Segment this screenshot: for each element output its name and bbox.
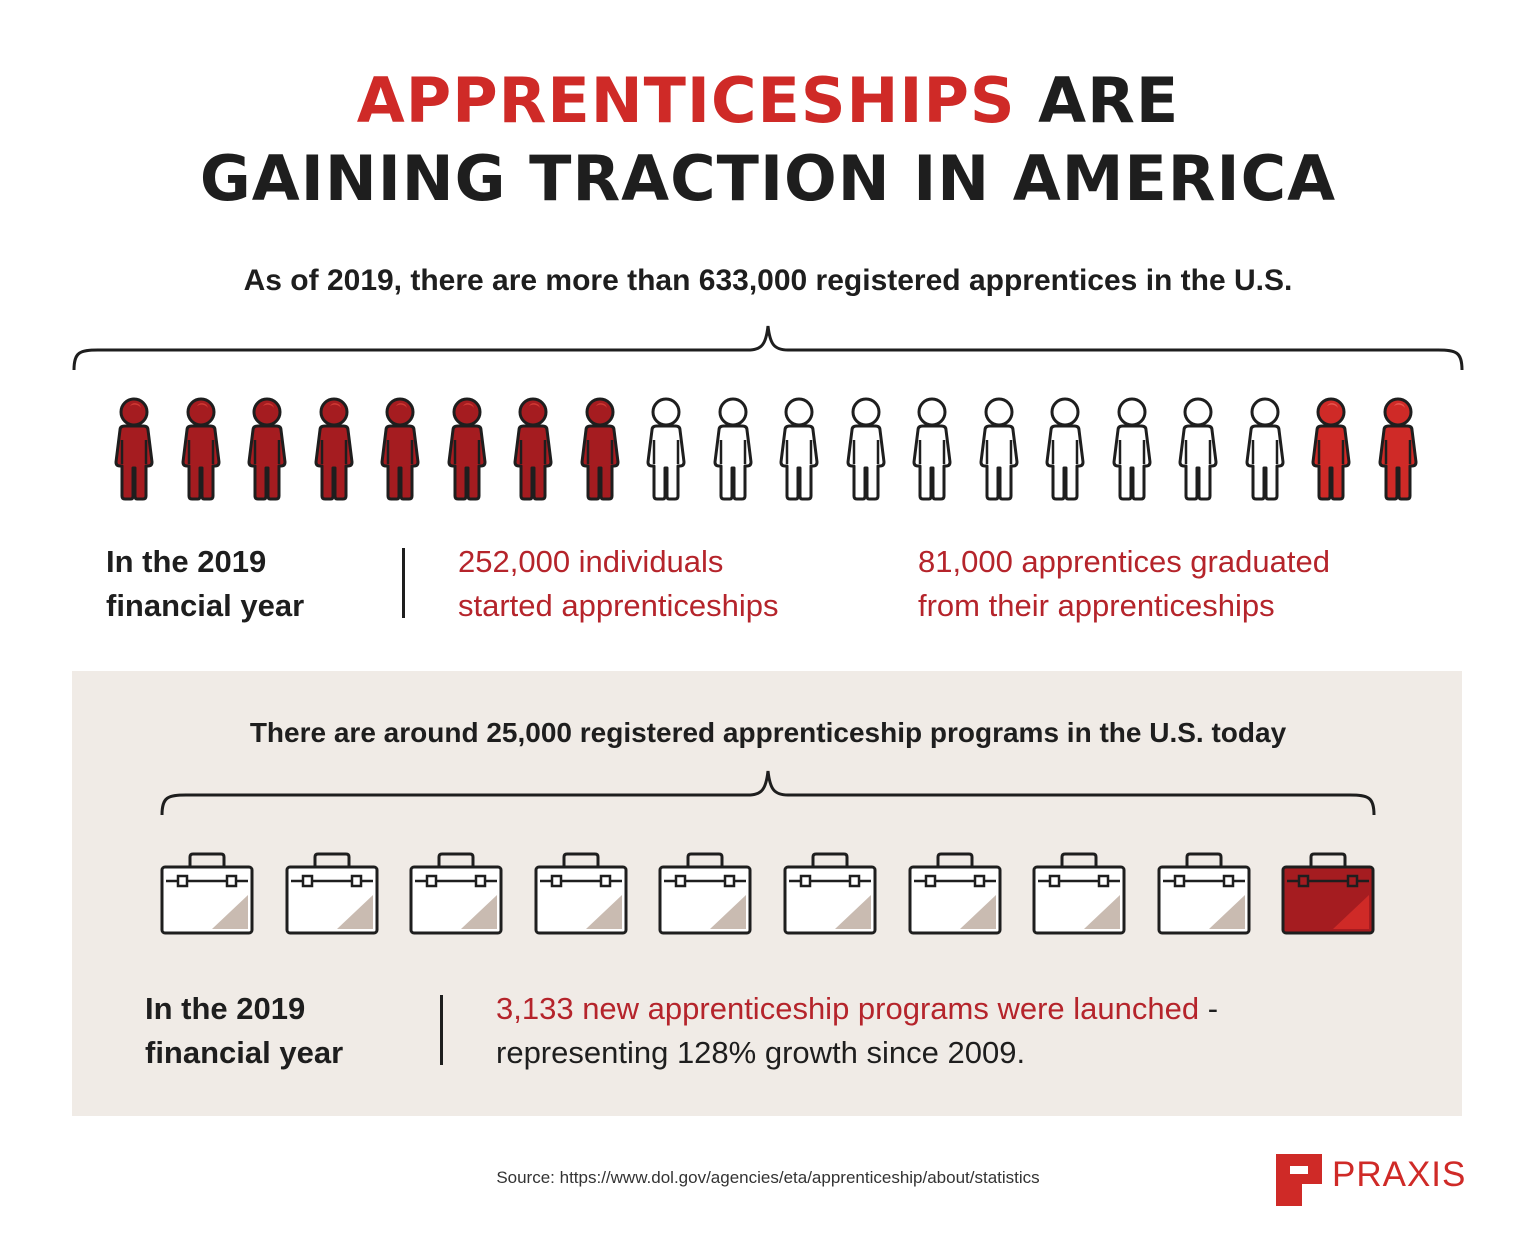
briefcase-icon xyxy=(285,851,379,937)
started-line-2: started apprenticeships xyxy=(458,588,779,623)
period-label-line-1: In the 2019 xyxy=(106,544,267,579)
title-highlight: APPRENTICESHIPS xyxy=(356,64,1016,137)
brand-name: PRAXIS xyxy=(1332,1155,1467,1194)
started-line-1: 252,000 individuals xyxy=(458,544,724,579)
period-label-line-2: financial year xyxy=(106,588,305,623)
briefcase-icon xyxy=(908,851,1002,937)
graduated-line-1: 81,000 apprentices graduated xyxy=(918,544,1330,579)
person-icon xyxy=(640,396,692,502)
person-icon xyxy=(308,396,360,502)
briefcase-icon xyxy=(409,851,503,937)
person-icon xyxy=(574,396,626,502)
praxis-logo-icon xyxy=(1276,1154,1322,1206)
person-icon xyxy=(773,396,825,502)
person-icon xyxy=(707,396,759,502)
person-icon xyxy=(1239,396,1291,502)
person-icon xyxy=(1039,396,1091,502)
briefcase-icon xyxy=(1032,851,1126,937)
person-icon xyxy=(175,396,227,502)
programs-headline: There are around 25,000 registered appre… xyxy=(249,717,1287,748)
briefcase-icon xyxy=(1157,851,1251,937)
briefcase-icon xyxy=(534,851,628,937)
apprentices-icon-row xyxy=(108,396,1428,506)
programs-panel: There are around 25,000 registered appre… xyxy=(72,671,1462,1116)
divider xyxy=(440,995,443,1065)
divider xyxy=(402,548,405,618)
person-icon xyxy=(441,396,493,502)
person-icon xyxy=(973,396,1025,502)
growth-text: representing 128% growth since 2009. xyxy=(496,1035,1026,1070)
page-title-line-1: APPRENTICESHIPS ARE xyxy=(0,70,1536,132)
person-icon xyxy=(840,396,892,502)
period-label-line-1: In the 2019 xyxy=(145,991,306,1026)
launched-dash: - xyxy=(1199,991,1219,1026)
apprentices-brace-icon xyxy=(72,325,1464,371)
person-icon xyxy=(241,396,293,502)
launched-stat: 3,133 new apprenticeship programs were l… xyxy=(496,987,1218,1075)
person-icon xyxy=(906,396,958,502)
briefcase-icon xyxy=(1281,851,1375,937)
apprentices-period-label: In the 2019 financial year xyxy=(106,540,304,628)
person-icon xyxy=(1172,396,1224,502)
page-title-line-2: GAINING TRACTION IN AMERICA xyxy=(199,142,1337,215)
briefcase-icon xyxy=(658,851,752,937)
person-icon xyxy=(1305,396,1357,502)
source-citation: Source: https://www.dol.gov/agencies/eta… xyxy=(496,1168,1040,1187)
started-stat: 252,000 individuals started apprenticesh… xyxy=(458,540,779,628)
person-icon xyxy=(374,396,426,502)
briefcase-icon xyxy=(783,851,877,937)
programs-period-label: In the 2019 financial year xyxy=(145,987,343,1075)
person-icon xyxy=(1106,396,1158,502)
launched-highlight: 3,133 new apprenticeship programs were l… xyxy=(496,991,1200,1026)
person-icon xyxy=(507,396,559,502)
graduated-line-2: from their apprenticeships xyxy=(918,588,1275,623)
briefcase-icon xyxy=(160,851,254,937)
period-label-line-2: financial year xyxy=(145,1035,344,1070)
graduated-stat: 81,000 apprentices graduated from their … xyxy=(918,540,1330,628)
person-icon xyxy=(108,396,160,502)
title-rest: ARE xyxy=(1015,64,1180,137)
person-icon xyxy=(1372,396,1424,502)
programs-brace-icon xyxy=(160,770,1376,816)
apprentices-headline: As of 2019, there are more than 633,000 … xyxy=(243,264,1293,297)
